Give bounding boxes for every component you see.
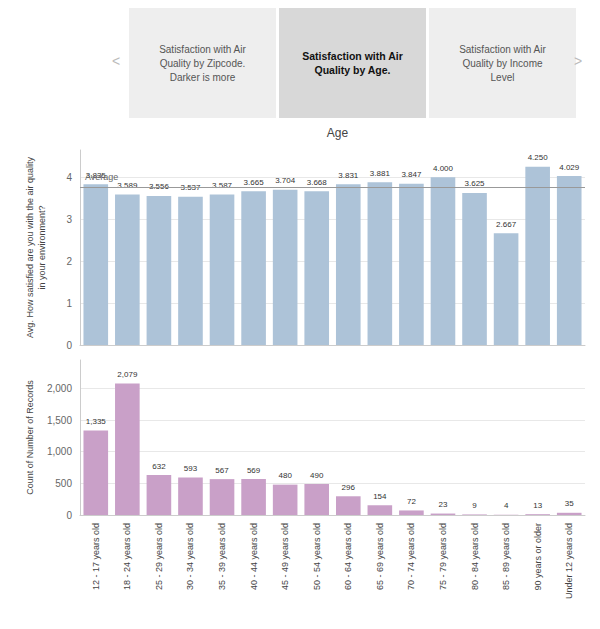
svg-text:85 - 89 years old: 85 - 89 years old (501, 523, 511, 590)
svg-text:4: 4 (504, 501, 509, 510)
svg-text:72: 72 (407, 497, 416, 506)
svg-text:3.881: 3.881 (370, 169, 391, 178)
svg-text:70 - 74 years old: 70 - 74 years old (406, 523, 416, 590)
svg-text:50 - 54 years old: 50 - 54 years old (312, 523, 322, 590)
svg-text:4.250: 4.250 (528, 153, 549, 162)
svg-text:480: 480 (278, 471, 292, 480)
svg-text:40 - 44 years old: 40 - 44 years old (249, 523, 259, 590)
svg-text:Darker is more: Darker is more (170, 72, 236, 83)
svg-text:2.667: 2.667 (496, 220, 517, 229)
svg-text:Quality by Age.: Quality by Age. (314, 64, 390, 76)
svg-text:in your environment?: in your environment? (37, 205, 47, 289)
svg-text:Under 12 years old: Under 12 years old (564, 523, 574, 599)
svg-text:Satisfaction with Air: Satisfaction with Air (459, 44, 546, 55)
svg-text:Quality by Income: Quality by Income (462, 58, 542, 69)
svg-text:569: 569 (247, 466, 261, 475)
svg-text:2,000: 2,000 (47, 383, 72, 394)
svg-text:25 - 29 years old: 25 - 29 years old (154, 523, 164, 590)
svg-text:Age: Age (327, 126, 349, 140)
svg-text:296: 296 (342, 483, 356, 492)
svg-text:500: 500 (55, 478, 72, 489)
svg-text:9: 9 (472, 501, 477, 510)
svg-text:65 - 69 years old: 65 - 69 years old (375, 523, 385, 590)
svg-text:Average: Average (85, 172, 118, 182)
svg-text:>: > (574, 53, 582, 69)
svg-text:4.029: 4.029 (559, 163, 580, 172)
svg-text:3.587: 3.587 (212, 181, 233, 190)
svg-text:35: 35 (565, 499, 574, 508)
svg-text:80 - 84 years old: 80 - 84 years old (470, 523, 480, 590)
svg-text:632: 632 (152, 462, 166, 471)
svg-text:4: 4 (66, 172, 72, 183)
svg-text:Avg. How satisfied are you wit: Avg. How satisfied are you with the air … (25, 157, 35, 338)
svg-text:Count of Number of Records: Count of Number of Records (25, 380, 35, 495)
svg-text:154: 154 (373, 492, 387, 501)
svg-text:3.831: 3.831 (338, 171, 359, 180)
svg-text:60 - 64 years old: 60 - 64 years old (343, 523, 353, 590)
svg-text:13: 13 (533, 501, 542, 510)
svg-text:3.625: 3.625 (464, 179, 485, 189)
svg-text:3.847: 3.847 (401, 170, 422, 179)
svg-text:3.589: 3.589 (117, 181, 138, 190)
svg-text:3.668: 3.668 (307, 178, 328, 187)
svg-text:12 - 17 years old: 12 - 17 years old (91, 523, 101, 590)
svg-text:490: 490 (310, 471, 324, 480)
svg-text:1,000: 1,000 (47, 446, 72, 457)
svg-text:23: 23 (439, 500, 448, 509)
svg-text:Satisfaction with Air: Satisfaction with Air (159, 44, 246, 55)
svg-text:1,335: 1,335 (86, 417, 107, 426)
svg-text:3.704: 3.704 (275, 176, 296, 185)
svg-text:18 - 24 years old: 18 - 24 years old (122, 523, 132, 590)
svg-text:3: 3 (66, 214, 72, 225)
svg-text:0: 0 (66, 510, 72, 521)
svg-text:1,500: 1,500 (47, 415, 72, 426)
svg-text:2: 2 (66, 256, 72, 267)
svg-text:0: 0 (66, 340, 72, 351)
svg-text:30 - 34 years old: 30 - 34 years old (185, 523, 195, 590)
svg-text:567: 567 (215, 466, 229, 475)
svg-text:593: 593 (184, 464, 198, 473)
svg-text:2,079: 2,079 (117, 370, 138, 379)
svg-text:45 - 49 years old: 45 - 49 years old (280, 523, 290, 590)
svg-text:3.665: 3.665 (244, 178, 265, 187)
svg-text:Quality by Zipcode.: Quality by Zipcode. (160, 58, 246, 69)
svg-text:Satisfaction with Air: Satisfaction with Air (302, 50, 403, 62)
svg-text:<: < (112, 53, 120, 69)
svg-text:1: 1 (66, 298, 72, 309)
svg-text:90 years or older: 90 years or older (533, 523, 543, 591)
svg-text:4.000: 4.000 (433, 164, 454, 173)
svg-text:3.537: 3.537 (180, 183, 201, 193)
svg-text:3.556: 3.556 (149, 182, 170, 191)
svg-text:35 - 39 years old: 35 - 39 years old (217, 523, 227, 590)
svg-text:75 - 79 years old: 75 - 79 years old (438, 523, 448, 590)
svg-text:Level: Level (491, 72, 515, 83)
